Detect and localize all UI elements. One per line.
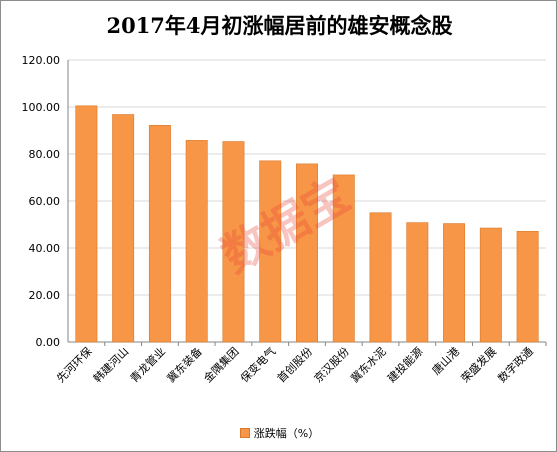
y-tick-label: 0.00 [36,336,61,349]
bar [75,105,98,343]
x-tick-label: 数字政通 [495,344,536,385]
y-tick-label: 80.00 [29,148,61,161]
x-tick-label: 荣盛发展 [458,344,499,385]
x-tick-label: 京汉股份 [311,344,352,385]
x-tick-label: 先河环保 [53,344,94,385]
bar [148,125,171,343]
legend-label: 涨跌幅（%） [253,427,320,440]
y-tick-label: 20.00 [29,289,61,302]
bar [259,160,282,343]
y-tick-label: 40.00 [29,242,61,255]
legend-swatch [239,428,250,438]
bar [296,163,318,343]
bar [516,231,539,343]
y-tick-label: 120.00 [22,54,61,67]
y-tick-label: 100.00 [22,101,61,114]
x-tick-label: 唐山港 [429,344,462,377]
y-tick-label: 60.00 [29,195,61,208]
x-tick-label: 建投能源 [384,344,425,385]
x-tick-label: 韩建河山 [90,344,131,385]
bar [406,222,429,343]
x-tick-label: 青龙管业 [127,344,168,385]
bar [332,174,355,343]
bar [185,140,208,343]
bar [222,141,245,343]
chart-title: 2017年4月初涨幅居前的雄安概念股 [106,13,453,38]
bar [479,227,502,343]
x-tick-label: 首创股份 [274,344,315,385]
bar [369,212,392,343]
x-tick-label: 冀东装备 [164,344,205,385]
bar [443,223,466,343]
bar [112,114,135,343]
x-tick-label: 保变电气 [237,344,278,385]
x-tick-label: 金隅集团 [201,344,242,385]
legend: 涨跌幅（%） [1,425,556,441]
x-tick-label: 冀东水泥 [348,344,389,385]
